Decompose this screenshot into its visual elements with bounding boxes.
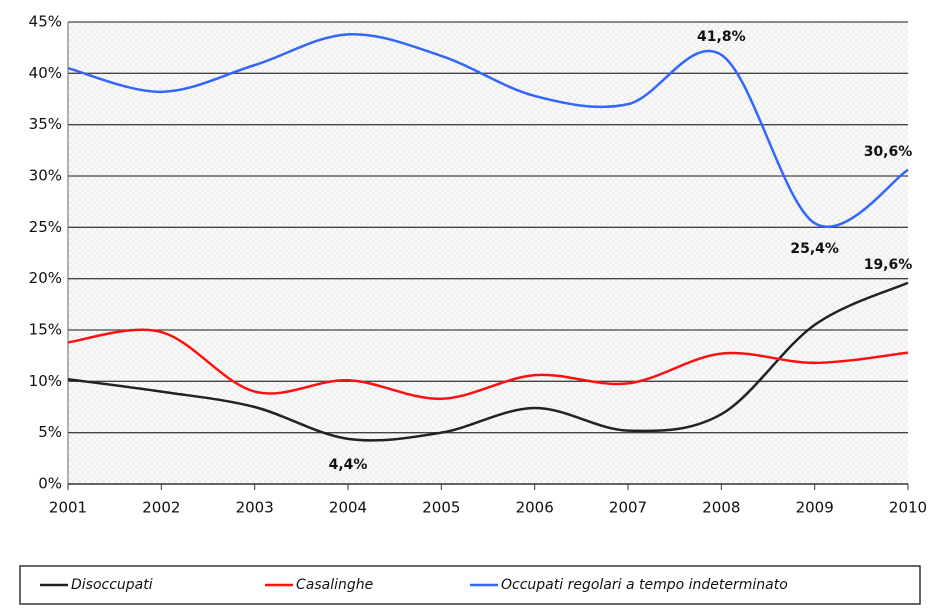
value-label: 19,6% [864,257,913,273]
value-label: 4,4% [329,457,368,473]
series-line [67,328,909,401]
y-tick-label: 20% [29,269,62,287]
x-tick-label: 2006 [516,499,554,517]
y-tick-label: 30% [29,167,62,185]
x-tick-label: 2007 [609,499,647,517]
series-line [67,281,909,442]
x-tick-label: 2010 [889,499,927,517]
x-tick-label: 2001 [49,499,87,517]
x-tick-label: 2005 [422,499,460,517]
x-tick-label: 2003 [236,499,274,517]
series-line [67,33,909,228]
x-tick-label: 2008 [702,499,740,517]
plot-area [68,22,908,484]
x-tick-label: 2004 [329,499,367,517]
y-tick-label: 10% [29,372,62,390]
y-tick-label: 40% [29,64,62,82]
legend-label: Occupati regolari a tempo indeterminato [501,577,788,593]
x-tick-label: 2002 [142,499,180,517]
y-tick-label: 15% [29,321,62,339]
x-tick-label: 2009 [796,499,834,517]
value-label: 25,4% [790,241,839,257]
value-label: 41,8% [697,29,746,45]
y-tick-label: 0% [38,475,62,493]
y-tick-label: 35% [29,115,62,133]
legend-label: Casalinghe [296,577,373,593]
value-label: 30,6% [864,144,913,160]
y-tick-label: 5% [38,423,62,441]
y-tick-label: 25% [29,218,62,236]
y-tick-label: 45% [29,13,62,31]
legend-label: Disoccupati [71,577,153,593]
